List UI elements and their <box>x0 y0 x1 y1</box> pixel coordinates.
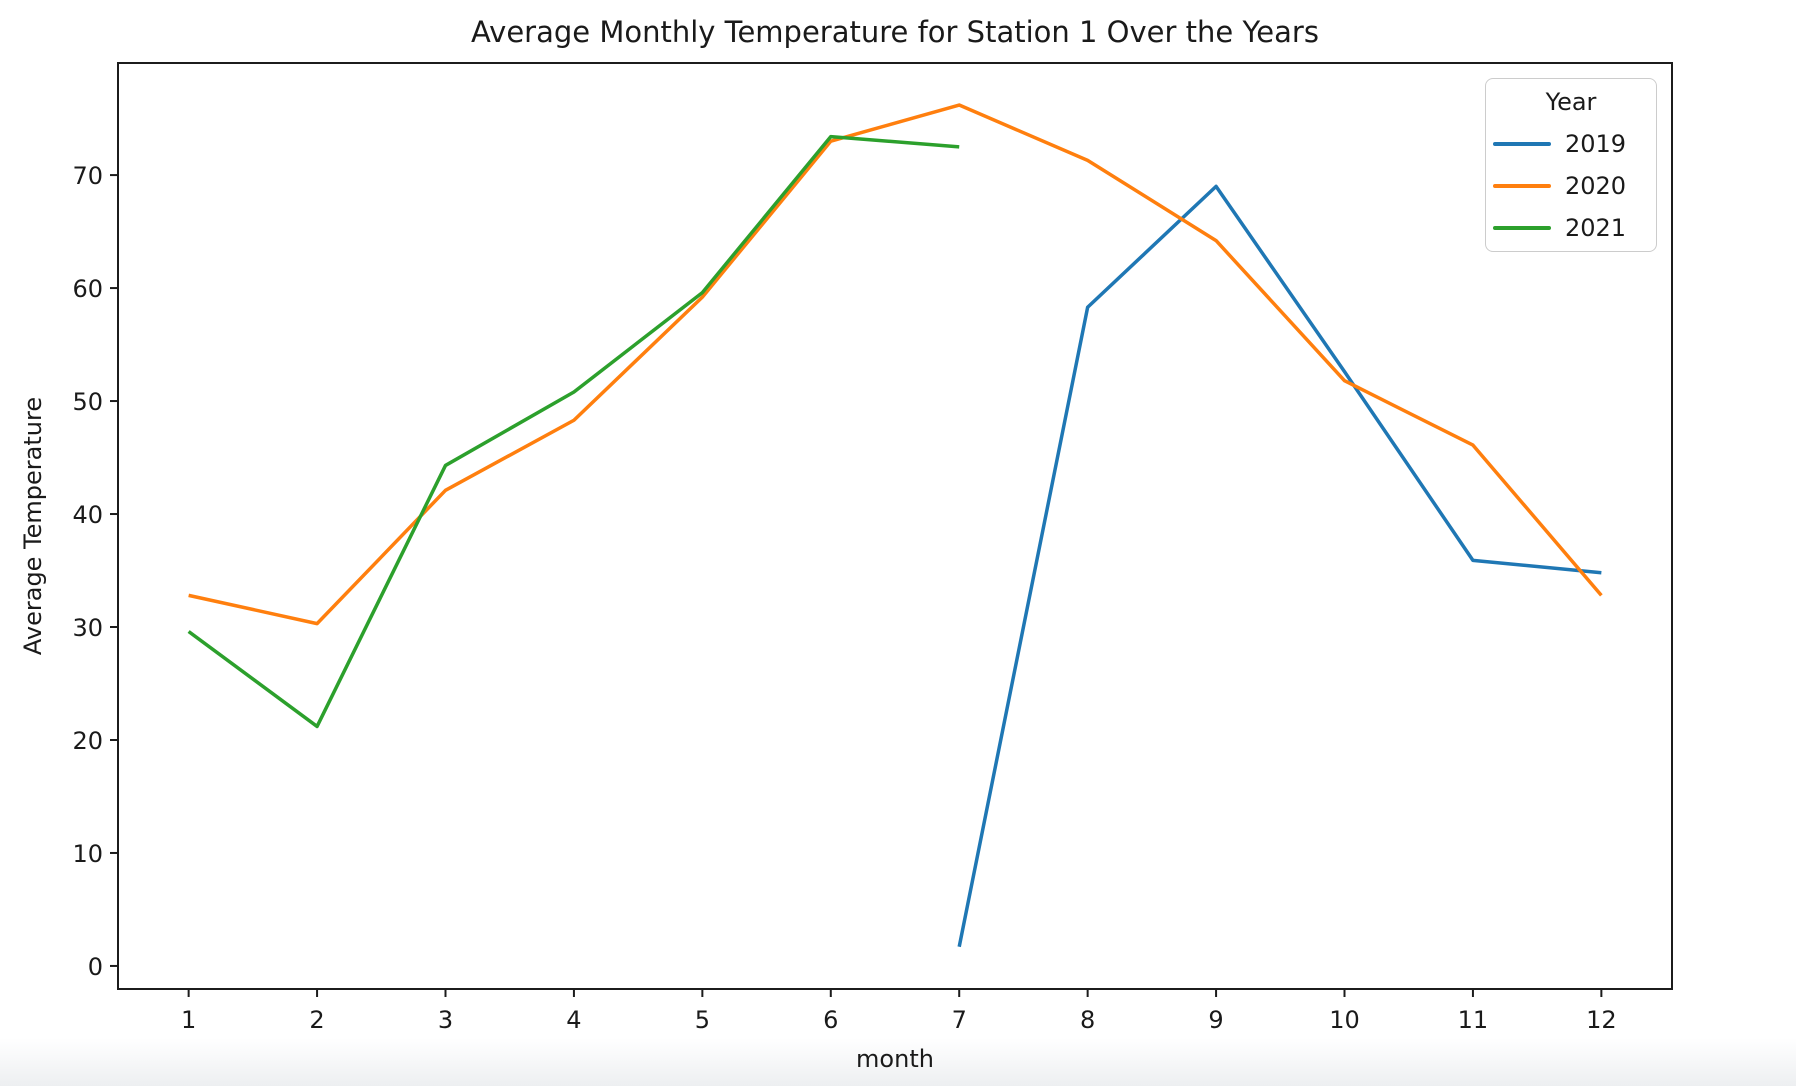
legend-entry-2021: 2021 <box>1486 207 1656 249</box>
legend: Year 2019 2020 2021 <box>1485 78 1657 252</box>
legend-entry-label: 2021 <box>1565 214 1627 242</box>
window-edge-band <box>0 1038 1796 1086</box>
legend-line-sample <box>1493 142 1551 146</box>
legend-entry-label: 2020 <box>1565 172 1627 200</box>
x-tick-label: 7 <box>952 1006 967 1034</box>
y-tick-label: 50 <box>72 388 103 416</box>
x-tick-label: 11 <box>1458 1006 1489 1034</box>
y-tick-label: 20 <box>72 727 103 755</box>
y-tick-label: 0 <box>88 953 103 981</box>
legend-line-sample <box>1493 184 1551 188</box>
legend-entry-2019: 2019 <box>1486 123 1656 165</box>
x-axis-label: month <box>856 1045 934 1073</box>
x-tick-label: 9 <box>1208 1006 1223 1034</box>
chart-title: Average Monthly Temperature for Station … <box>471 15 1319 49</box>
legend-title: Year <box>1545 88 1597 116</box>
legend-entry-label: 2019 <box>1565 130 1627 158</box>
legend-entry-2020: 2020 <box>1486 165 1656 207</box>
series-line-2021 <box>187 134 960 729</box>
x-tick-label: 12 <box>1586 1006 1617 1034</box>
legend-rows: 2019 2020 2021 <box>1486 123 1656 249</box>
legend-line-sample <box>1493 226 1551 230</box>
series-line-2019 <box>957 184 1602 948</box>
series-line-2020 <box>188 103 1603 626</box>
y-tick-label: 30 <box>72 614 103 642</box>
x-tick-label: 8 <box>1080 1006 1095 1034</box>
x-tick-label: 2 <box>309 1006 324 1034</box>
x-tick-label: 4 <box>566 1006 581 1034</box>
axes-spines <box>117 62 1673 990</box>
y-axis-label: Average Temperature <box>19 396 47 656</box>
y-tick-label: 60 <box>72 275 103 303</box>
x-tick-label: 1 <box>181 1006 196 1034</box>
y-tick-label: 10 <box>72 840 103 868</box>
x-tick-label: 5 <box>695 1006 710 1034</box>
y-tick-label: 40 <box>72 501 103 529</box>
x-tick-label: 10 <box>1329 1006 1360 1034</box>
x-tick-label: 6 <box>823 1006 838 1034</box>
x-tick-label: 3 <box>438 1006 453 1034</box>
y-tick-label: 70 <box>72 162 103 190</box>
